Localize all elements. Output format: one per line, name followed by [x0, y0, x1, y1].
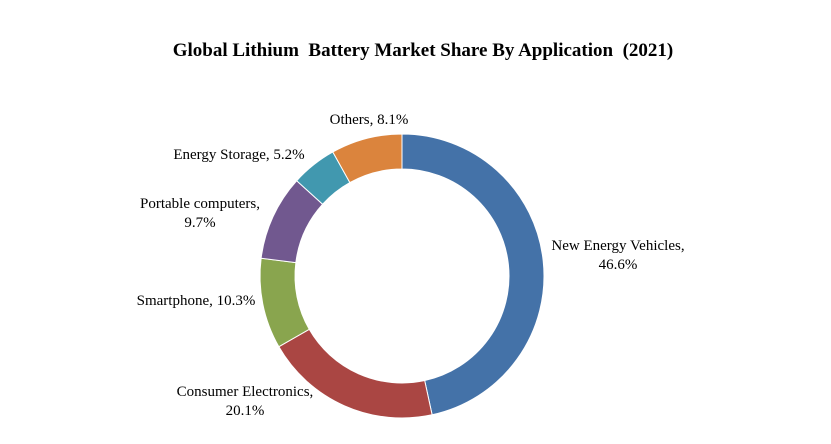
label-consumer-electronics: Consumer Electronics, 20.1%	[177, 384, 314, 419]
slice-new-energy-vehicles	[401, 133, 545, 416]
donut-slices	[259, 133, 545, 419]
label-smartphone: Smartphone, 10.3%	[137, 293, 256, 309]
slice-labels: New Energy Vehicles, 46.6% Consumer Electr…	[137, 112, 685, 419]
label-line: Energy Storage, 5.2%	[173, 147, 304, 163]
label-line: 9.7%	[184, 215, 215, 231]
chart-title: Global Lithium Battery Market Share By A…	[173, 40, 674, 61]
slice-others	[332, 133, 403, 184]
label-line: New Energy Vehicles,	[551, 238, 684, 254]
label-line: Portable computers,	[140, 196, 260, 212]
label-line: 46.6%	[599, 257, 638, 273]
label-line: Others, 8.1%	[330, 112, 409, 128]
label-line: Smartphone, 10.3%	[137, 293, 256, 309]
label-energy-storage: Energy Storage, 5.2%	[173, 147, 304, 163]
slice-smartphone	[259, 257, 310, 348]
label-new-energy-vehicles: New Energy Vehicles, 46.6%	[551, 238, 684, 273]
label-line: Consumer Electronics,	[177, 384, 314, 400]
label-portable-computers: Portable computers, 9.7%	[140, 196, 260, 231]
slice-consumer-electronics	[278, 328, 433, 419]
label-line: 20.1%	[226, 403, 265, 419]
label-others: Others, 8.1%	[330, 112, 409, 128]
